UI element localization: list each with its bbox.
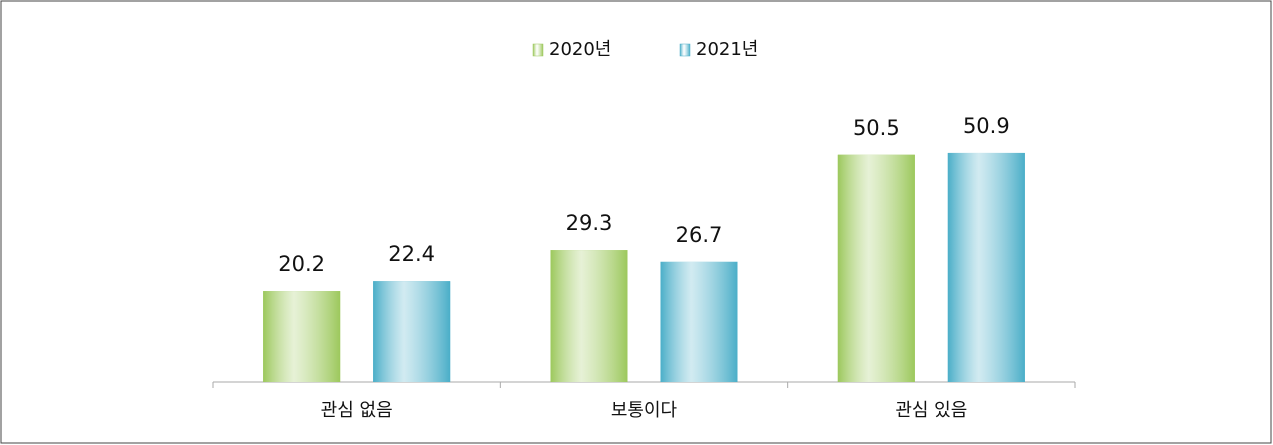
value-label: 20.2: [278, 252, 325, 276]
bar: [947, 152, 1025, 382]
value-label: 26.7: [676, 223, 723, 247]
x-tick-label: 관심 없음: [321, 400, 393, 421]
value-label: 29.3: [566, 211, 613, 235]
x-tick-label: 관심 있음: [895, 400, 967, 421]
value-label: 50.9: [963, 114, 1010, 138]
bar: [660, 261, 738, 382]
legend-swatch: [679, 43, 691, 57]
legend-label: 2020년: [549, 39, 611, 60]
bar: [263, 291, 341, 382]
bar: [550, 250, 628, 382]
legend-label: 2021년: [696, 39, 758, 60]
legend-swatch: [532, 43, 544, 57]
value-label: 50.5: [853, 116, 900, 140]
value-label: 22.4: [388, 242, 435, 266]
bar: [837, 154, 915, 382]
bar: [373, 281, 451, 382]
x-tick-label: 보통이다: [611, 400, 678, 421]
